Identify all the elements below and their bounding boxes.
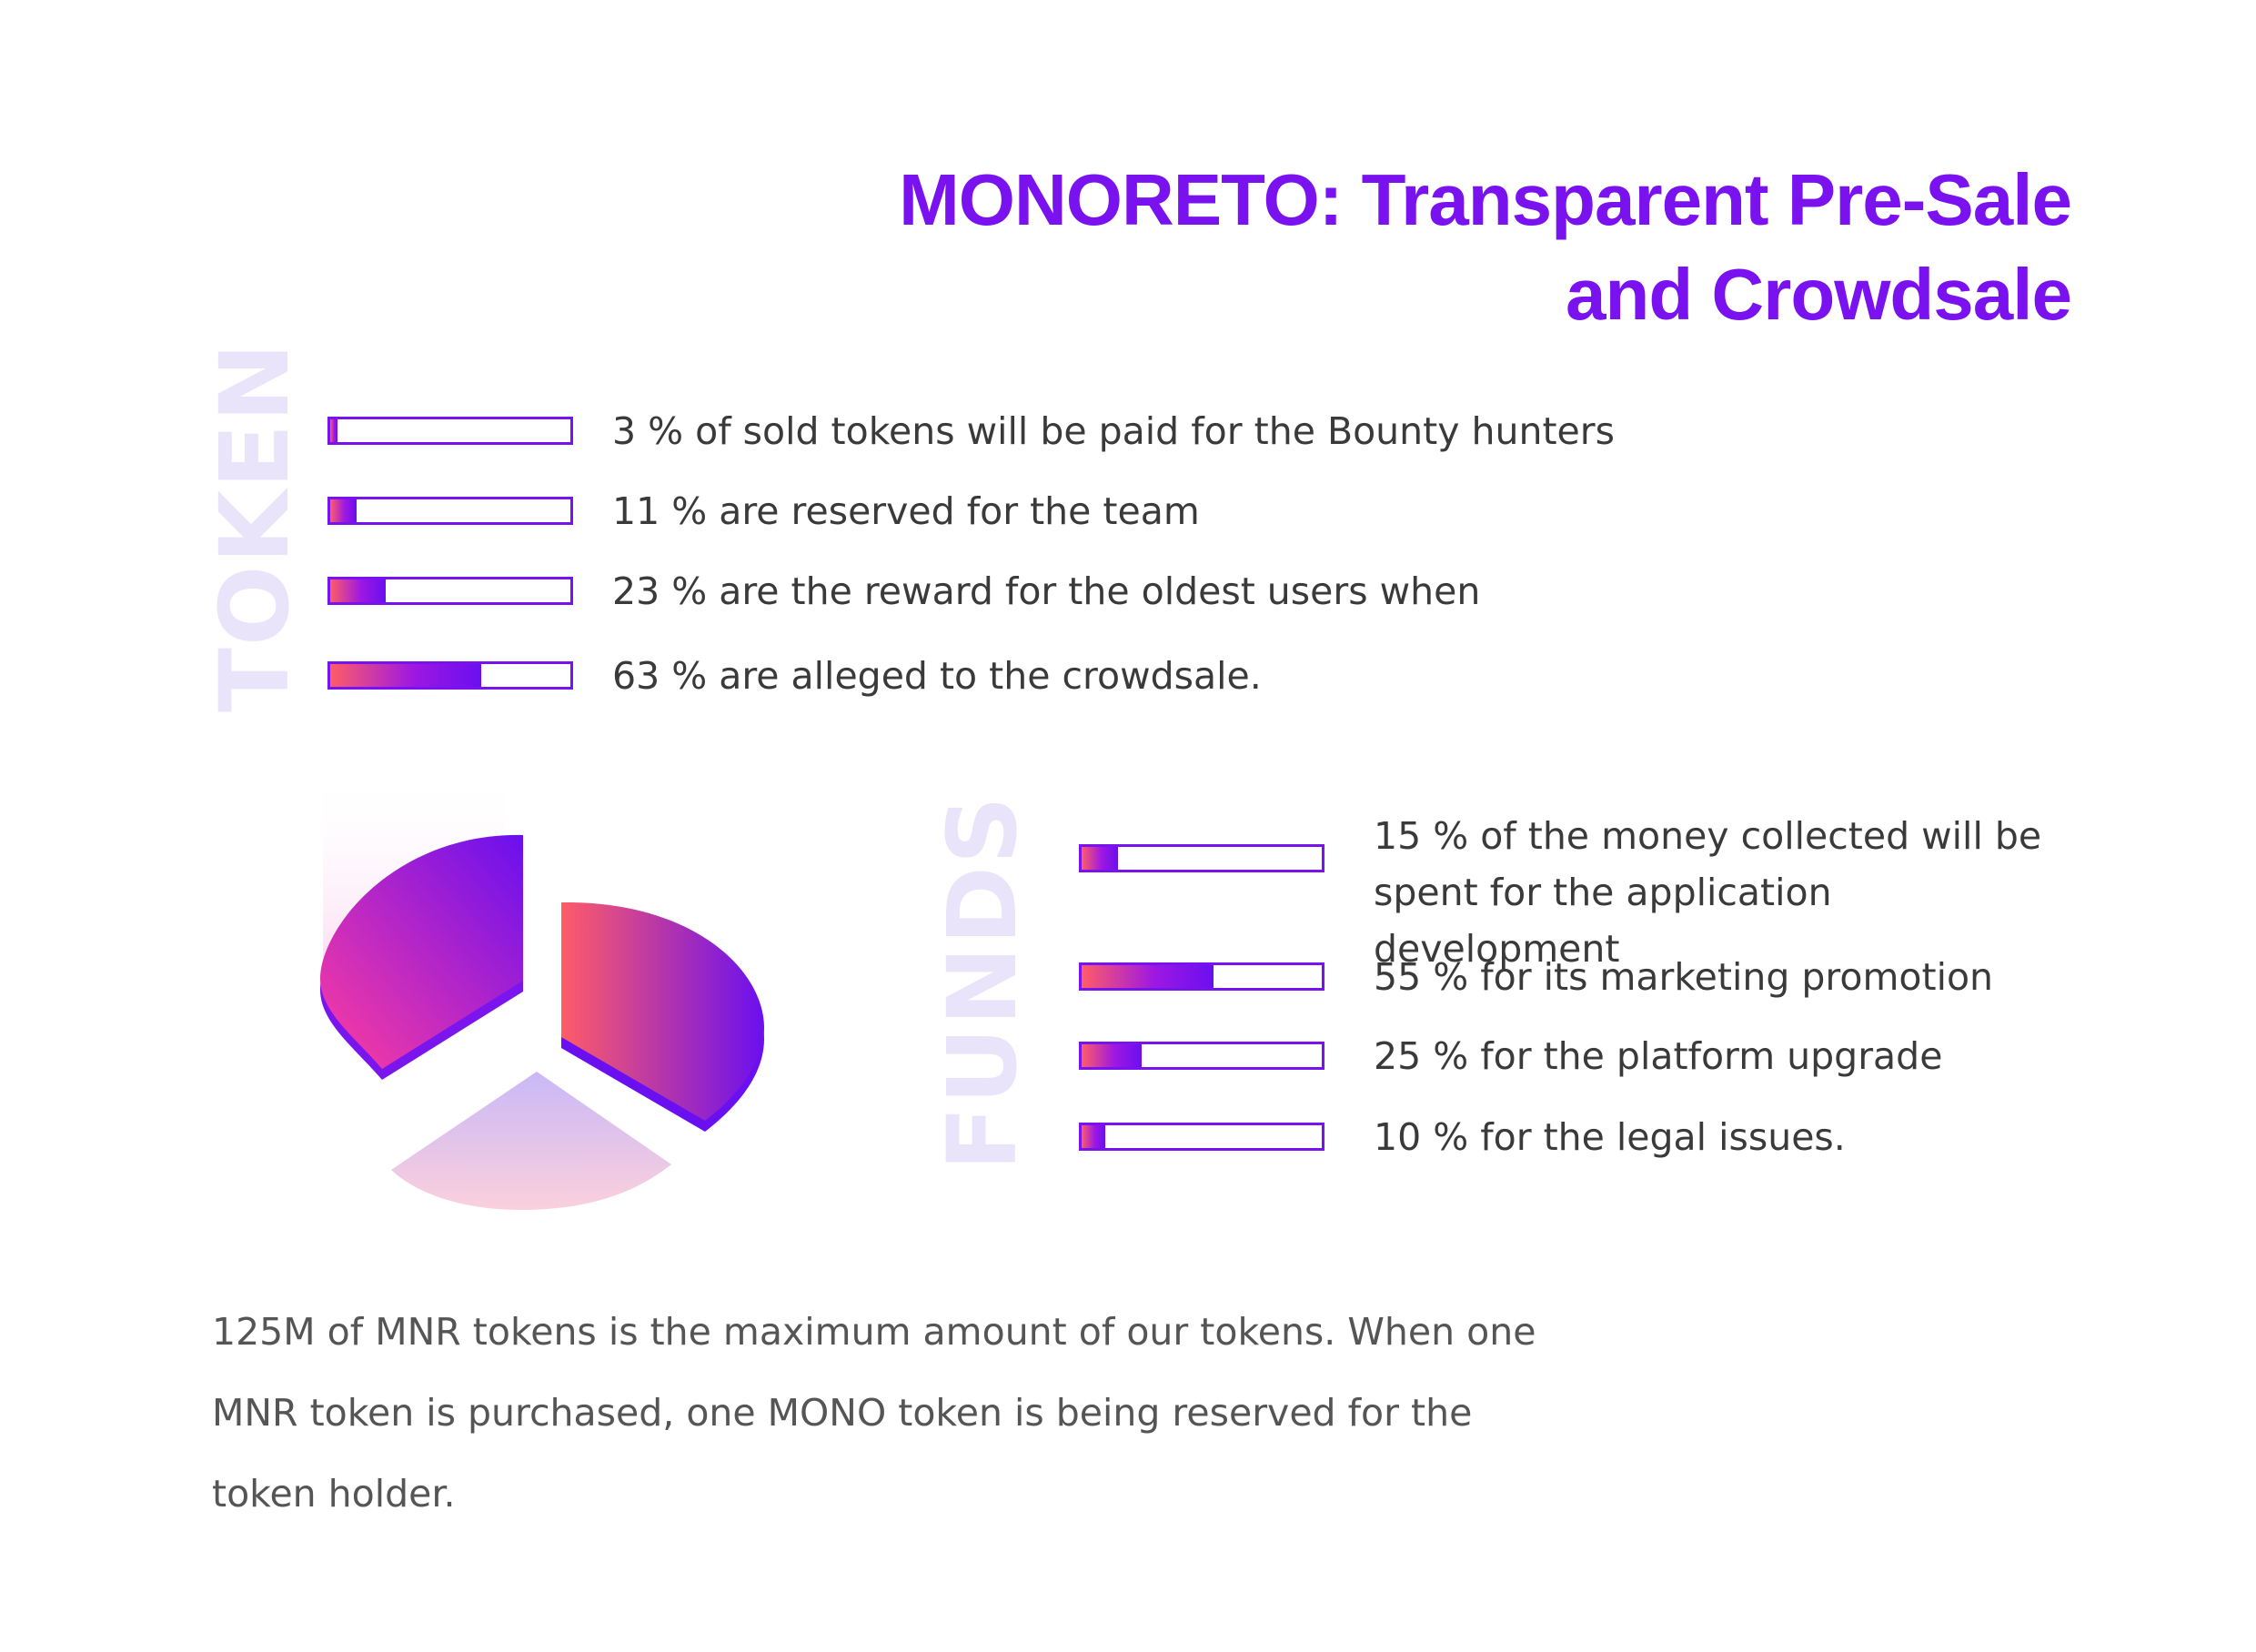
funds-item-3-text: 25 % for the platform upgrade (1374, 1034, 1943, 1078)
page-title: MONORETO: Transparent Pre-Sale and Crowd… (707, 153, 2072, 342)
token-bar-3-fill (330, 579, 386, 602)
token-bar-1 (327, 417, 573, 445)
funds-section-label: FUNDS (927, 794, 1038, 1171)
pie-slice-bottom (391, 1072, 671, 1210)
token-item-4-text: 63 % are alleged to the crowdsale. (612, 654, 1262, 698)
funds-bar-2 (1079, 962, 1324, 991)
token-bar-4-fill (330, 664, 482, 687)
funds-item-4-text: 10 % for the legal issues. (1374, 1115, 1846, 1159)
funds-bar-4-fill (1082, 1125, 1106, 1148)
token-bar-1-fill (330, 419, 337, 442)
token-item-3-text: 23 % are the reward for the oldest users… (612, 569, 1481, 613)
funds-bar-2-fill (1082, 965, 1214, 988)
funds-bar-3 (1079, 1042, 1324, 1070)
token-note: 125M of MNR tokens is the maximum amount… (212, 1310, 1536, 1516)
funds-item-2-text: 55 % for its marketing promotion (1374, 955, 1994, 999)
funds-item-1-text: 15 % of the money collected will be spen… (1374, 814, 2042, 971)
token-bar-3 (327, 577, 573, 605)
token-item-2-text: 11 % are reserved for the team (612, 489, 1200, 533)
funds-bar-1 (1079, 844, 1324, 872)
token-section-label: TOKEN (199, 340, 310, 712)
funds-bar-4 (1079, 1123, 1324, 1151)
token-bar-4 (327, 661, 573, 690)
pie-slice-left (320, 834, 523, 1069)
token-item-1-text: 3 % of sold tokens will be paid for the … (612, 409, 1615, 453)
title-line-1: MONORETO: Transparent Pre-Sale (899, 159, 2072, 240)
funds-bar-3-fill (1082, 1044, 1142, 1067)
token-bar-2 (327, 497, 573, 525)
title-line-2: and Crowdsale (1565, 254, 2072, 335)
pie-slice-right (561, 902, 764, 1121)
token-bar-2-fill (330, 499, 358, 522)
pie-chart-illustration (320, 773, 764, 1210)
funds-bar-1-fill (1082, 847, 1118, 870)
